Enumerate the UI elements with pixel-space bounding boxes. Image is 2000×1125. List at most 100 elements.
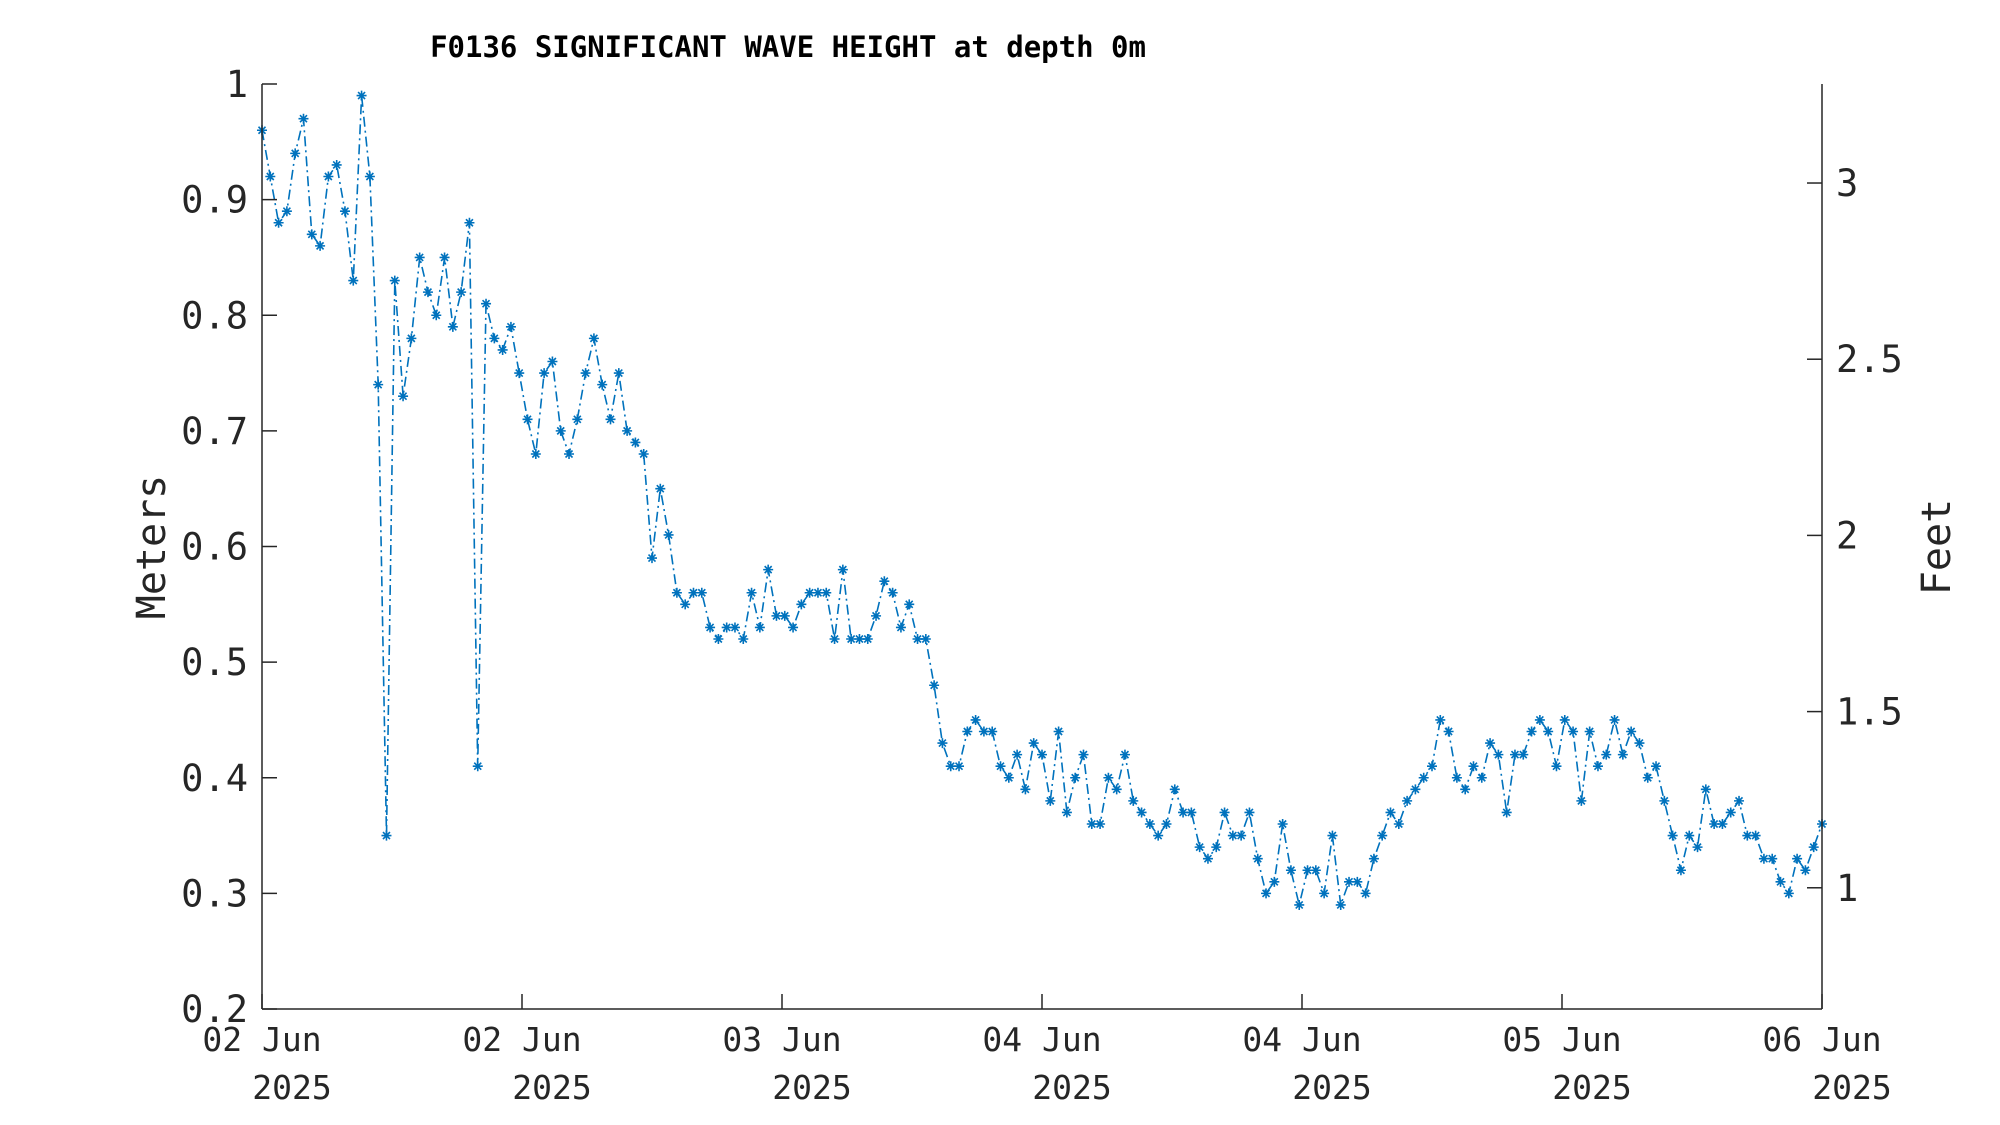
data-point [1128, 795, 1139, 806]
data-point [1244, 807, 1255, 818]
data-point [306, 229, 317, 240]
left-tick-label: 0.3 [181, 872, 248, 915]
data-point [713, 634, 724, 644]
data-point [871, 610, 882, 621]
right-axis-ticks: 1 1.5 2 2.5 3 [1807, 162, 1903, 910]
data-point [754, 622, 765, 633]
data-point [1758, 853, 1769, 864]
data-point [1642, 772, 1653, 783]
data-point [1485, 738, 1496, 749]
data-point [414, 252, 425, 263]
data-point [663, 529, 674, 540]
data-point [1178, 807, 1189, 818]
data-point [987, 726, 998, 737]
data-point [721, 622, 732, 633]
data-point [1659, 795, 1670, 806]
data-point [655, 483, 666, 494]
right-axis-label: Feet [1914, 499, 1960, 595]
right-tick-label: 2 [1836, 514, 1858, 557]
right-tick-label: 1.5 [1836, 691, 1903, 734]
data-point [1709, 819, 1720, 829]
data-point [1302, 865, 1313, 876]
data-point [1734, 795, 1745, 806]
data-point [1775, 876, 1786, 887]
data-point [472, 761, 483, 772]
data-point [854, 634, 865, 644]
data-point [937, 738, 948, 749]
data-point [1427, 761, 1437, 772]
data-point [1402, 795, 1413, 806]
data-point [1377, 830, 1388, 841]
data-point [1335, 899, 1346, 910]
data-point [954, 761, 965, 772]
data-point [406, 333, 417, 344]
data-point [497, 344, 508, 355]
data-point [422, 287, 433, 298]
data-point [315, 240, 326, 251]
data-point [1767, 853, 1778, 864]
data-point [821, 587, 832, 598]
data-point [638, 449, 649, 459]
data-point [588, 333, 599, 344]
data-point [647, 553, 657, 564]
data-point [1742, 830, 1753, 841]
data-point [1037, 749, 1047, 760]
data-point [1202, 853, 1213, 864]
x-tick-label-date: 05 Jun [1502, 1020, 1621, 1059]
data-point [1592, 761, 1603, 772]
data-point [364, 171, 375, 182]
data-point [1095, 819, 1106, 829]
data-point [464, 217, 475, 228]
data-point [1800, 865, 1811, 876]
data-point [1468, 761, 1479, 772]
data-point [1493, 749, 1504, 760]
data-point [729, 622, 740, 633]
data-point [381, 830, 392, 841]
data-point [1792, 853, 1803, 864]
data-point [348, 275, 359, 286]
data-point [887, 587, 898, 598]
data-point [547, 356, 558, 367]
data-point [273, 217, 284, 228]
data-point [1700, 784, 1711, 795]
data-point [680, 599, 691, 610]
series-layer [257, 90, 1827, 910]
data-point [1534, 714, 1545, 725]
data-point [1584, 726, 1595, 737]
data-point [879, 576, 890, 587]
data-point [1344, 876, 1355, 887]
right-tick-label: 3 [1836, 162, 1858, 205]
data-point [564, 449, 575, 459]
right-tick-label: 1 [1836, 867, 1858, 910]
data-point [705, 622, 716, 633]
data-point [1161, 819, 1172, 829]
data-point [1651, 761, 1662, 772]
data-point [796, 599, 807, 610]
data-point [281, 206, 292, 217]
data-point [1219, 807, 1230, 818]
data-point [1327, 830, 1338, 841]
data-point [1385, 807, 1396, 818]
left-tick-label: 1 [226, 63, 248, 106]
data-point [1692, 842, 1703, 853]
data-point [555, 425, 566, 436]
data-point [1086, 819, 1097, 829]
left-tick-label: 0.9 [181, 179, 248, 222]
data-point [1012, 749, 1023, 760]
data-point [1501, 807, 1512, 818]
data-point [1252, 853, 1263, 864]
data-point [895, 622, 906, 633]
data-point [929, 680, 940, 691]
data-point [788, 622, 799, 633]
data-point [373, 379, 384, 390]
data-point [1509, 749, 1520, 760]
data-point [389, 275, 400, 286]
x-axis-ticks: 02 Jun 2025 02 Jun 2025 03 Jun 2025 04 Jun 2025… [202, 994, 1892, 1107]
data-point [1368, 853, 1379, 864]
data-point [978, 726, 989, 737]
data-point [597, 379, 608, 390]
data-point [696, 587, 707, 598]
data-point [290, 148, 301, 159]
left-axis-label: Meters [129, 475, 175, 620]
data-point [1319, 888, 1330, 899]
